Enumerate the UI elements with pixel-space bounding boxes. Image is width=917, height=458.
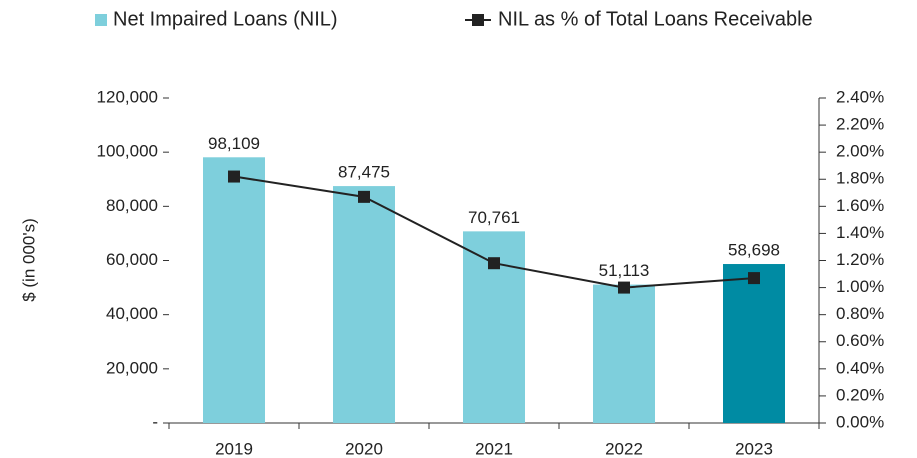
y-tick-label: 20,000 xyxy=(106,358,158,377)
line-marker xyxy=(618,281,630,294)
bar xyxy=(203,157,265,423)
legend-label: Net Impaired Loans (NIL) xyxy=(113,8,338,30)
line-marker xyxy=(748,272,760,285)
y2-tick-label: 2.40% xyxy=(836,87,884,106)
y-tick-label: 120,000 xyxy=(97,87,158,106)
line-marker xyxy=(228,170,240,183)
data-label: 87,475 xyxy=(338,163,390,182)
legend-marker xyxy=(472,14,484,26)
data-label: 58,698 xyxy=(728,241,780,260)
y2-tick-label: 2.20% xyxy=(836,115,884,134)
y2-tick-label: 1.40% xyxy=(836,223,884,242)
y2-tick-label: 2.00% xyxy=(836,142,884,161)
y-tick-label: 100,000 xyxy=(97,142,158,161)
x-tick-label: 2019 xyxy=(215,439,253,458)
y2-tick-label: 0.00% xyxy=(836,412,884,431)
bar xyxy=(333,186,395,423)
legend-swatch xyxy=(95,14,107,26)
line-marker xyxy=(488,257,500,270)
legend-label: NIL as % of Total Loans Receivable xyxy=(498,8,813,30)
bar xyxy=(593,284,655,423)
line-marker xyxy=(358,190,370,203)
x-tick-label: 2020 xyxy=(345,439,383,458)
y2-tick-label: 1.20% xyxy=(836,250,884,269)
y2-tick-label: 0.40% xyxy=(836,358,884,377)
data-label: 98,109 xyxy=(208,134,260,153)
y2-tick-label: 0.80% xyxy=(836,304,884,323)
y-tick-label: - xyxy=(152,412,158,431)
bar xyxy=(723,264,785,423)
data-label: 51,113 xyxy=(599,261,650,280)
y-tick-label: 60,000 xyxy=(106,250,158,269)
x-tick-label: 2022 xyxy=(605,439,643,458)
y-tick-label: 40,000 xyxy=(106,304,158,323)
y2-tick-label: 0.60% xyxy=(836,331,884,350)
y2-tick-label: 0.20% xyxy=(836,385,884,404)
x-tick-label: 2023 xyxy=(735,439,773,458)
y2-tick-label: 1.60% xyxy=(836,196,884,215)
y2-tick-label: 1.00% xyxy=(836,277,884,296)
x-tick-label: 2021 xyxy=(475,439,513,458)
data-label: 70,761 xyxy=(468,208,520,227)
y2-tick-label: 1.80% xyxy=(836,169,884,188)
y-tick-label: 80,000 xyxy=(106,196,158,215)
y-axis-label: $ (in 000's) xyxy=(19,218,38,302)
